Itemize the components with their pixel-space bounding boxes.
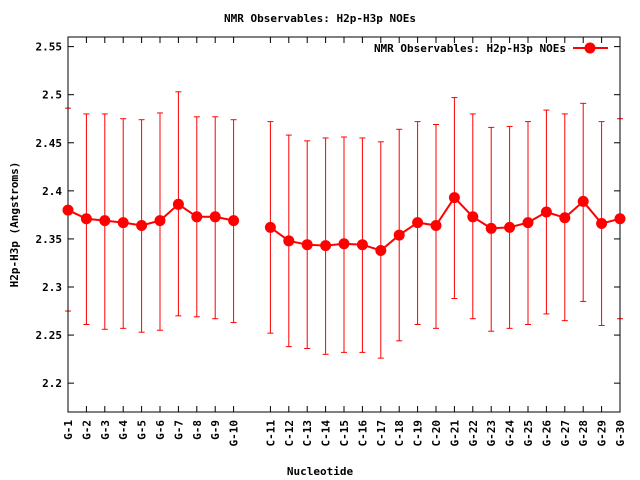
y-tick-label: 2.3 [42,281,62,294]
x-tick-label: G-8 [191,420,204,440]
data-point [540,206,552,218]
data-point [596,218,608,230]
x-tick-label: C-11 [264,420,277,447]
x-tick-label: C-18 [393,420,406,447]
x-tick-label: C-15 [338,420,351,447]
x-tick-label: C-20 [430,420,443,447]
data-point [393,229,405,241]
data-point [338,238,350,250]
x-tick-label: G-10 [228,420,241,447]
x-tick-label: C-12 [283,420,296,447]
data-point [99,215,111,227]
series-line [67,203,234,227]
data-point [448,192,460,204]
x-tick-label: G-22 [467,420,480,447]
data-point [356,239,368,251]
chart-title: NMR Observables: H2p-H3p NOEs [223,12,417,25]
legend-label: NMR Observables: H2p-H3p NOEs [374,42,566,55]
x-tick-label: G-2 [80,420,93,440]
data-point [209,211,221,223]
x-tick-label: C-19 [412,420,425,447]
y-tick-label: 2.5 [42,89,62,102]
x-tick-label: G-3 [99,420,112,440]
data-point [577,195,589,207]
data-point [504,221,516,233]
data-point [614,213,626,225]
x-tick-label: C-13 [301,420,314,447]
x-tick-label: G-6 [154,420,167,440]
x-tick-label: G-25 [522,420,535,447]
y-tick-label: 2.4 [42,185,62,198]
data-point [117,217,129,229]
legend-marker [584,42,596,54]
legend: NMR Observables: H2p-H3p NOEs [374,42,608,55]
data-point [485,222,497,234]
x-tick-label: G-4 [117,420,130,440]
data-point [228,215,240,227]
data-point [283,235,295,247]
x-axis-ticks: G-1 G-2 G-3 G-4 G-5 G-6 G-7 G-8 G-9 G-10 C-11 C-12 C… [62,37,627,447]
x-tick-label: C-14 [320,420,333,447]
data-point [191,211,203,223]
data-point [375,244,387,256]
x-tick-label: G-5 [136,420,149,440]
x-tick-label: C-16 [356,420,369,447]
x-tick-label: C-17 [375,420,388,447]
data-point [172,198,184,210]
data-point [467,211,479,223]
data-point [80,213,92,225]
x-tick-label: G-26 [540,420,553,447]
x-axis-label: Nucleotide [286,465,354,478]
y-axis-ticks: 2.2 2.25 2.3 2.35 2.4 2.45 2.5 2.55 [36,41,620,390]
x-tick-label: G-27 [559,420,572,447]
y-tick-label: 2.25 [36,329,63,342]
data-point [136,219,148,231]
x-tick-label: G-1 [62,420,75,440]
x-tick-label: G-7 [172,420,185,440]
y-tick-label: 2.2 [42,377,62,390]
data-point [301,239,313,251]
y-tick-label: 2.35 [36,233,63,246]
y-axis-label: H2p-H3p (Angstroms) [8,162,21,288]
data-point [62,204,74,216]
y-tick-label: 2.55 [36,41,63,54]
data-point [559,212,571,224]
data-points [62,192,626,256]
data-point [412,217,424,229]
x-tick-label: G-21 [448,420,461,447]
data-point [522,217,534,229]
x-tick-label: G-30 [614,420,627,447]
x-tick-label: G-28 [577,420,590,447]
x-tick-label: G-24 [504,420,517,447]
data-point [320,240,332,252]
y-tick-label: 2.45 [36,137,63,150]
x-tick-label: G-29 [596,420,609,447]
data-point [154,215,166,227]
error-bars [65,91,623,359]
data-point [430,219,442,231]
x-tick-label: G-9 [209,420,222,440]
data-point [264,221,276,233]
x-tick-label: G-23 [485,420,498,447]
